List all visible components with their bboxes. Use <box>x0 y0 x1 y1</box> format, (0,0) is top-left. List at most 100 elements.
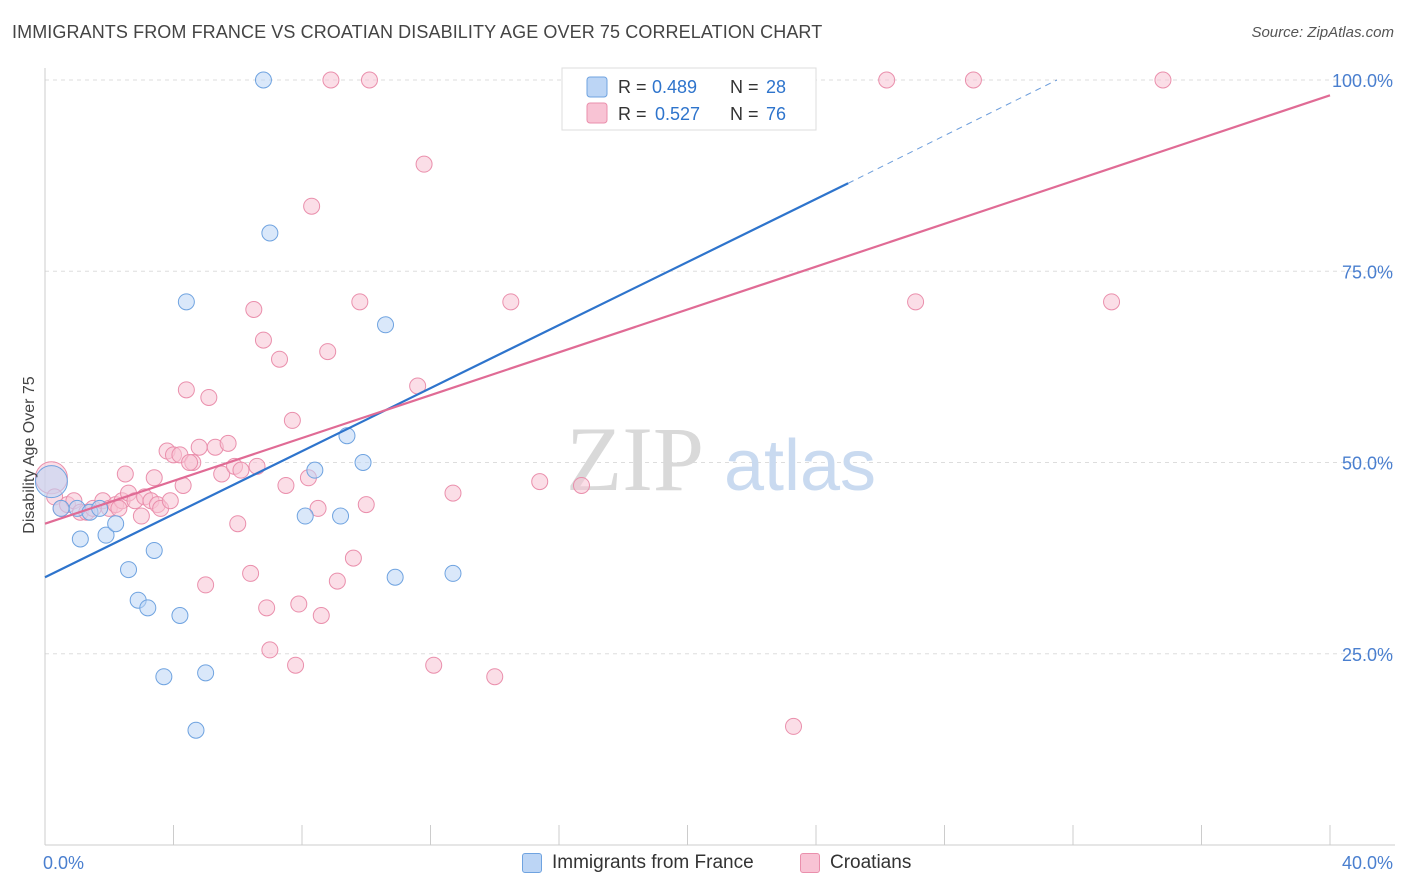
point-croatians-18 <box>145 469 163 487</box>
point-croatians-62 <box>486 668 504 686</box>
point-france-10 <box>139 599 157 617</box>
axes <box>44 68 1395 846</box>
point-croatians-37 <box>245 301 263 318</box>
legend-n-value-france: 28 <box>766 77 786 97</box>
point-france-14 <box>177 293 195 311</box>
legend-r-value-croatians: 0.527 <box>655 104 700 124</box>
point-croatians-65 <box>572 476 590 494</box>
point-france-17 <box>254 71 272 89</box>
point-croatians-75 <box>110 499 128 517</box>
legend-swatch-croatians-bottom <box>800 853 820 873</box>
y-tick-label-2: 75.0% <box>1342 262 1393 282</box>
point-croatians-61 <box>322 71 340 89</box>
legend-swatch-france-bottom <box>522 853 542 873</box>
point-france-16 <box>197 664 215 682</box>
point-france-0 <box>34 465 68 499</box>
point-croatians-58 <box>415 155 433 173</box>
point-croatians-74 <box>181 454 199 471</box>
point-croatians-27 <box>190 438 208 456</box>
point-france-8 <box>120 561 138 579</box>
point-croatians-39 <box>254 331 272 349</box>
point-croatians-43 <box>277 476 295 494</box>
point-croatians-71 <box>1154 71 1172 89</box>
point-croatians-38 <box>248 457 266 475</box>
point-croatians-48 <box>303 197 321 215</box>
legend-n-value-croatians: 76 <box>766 104 786 124</box>
trend-extension-france <box>847 79 1058 184</box>
point-croatians-56 <box>360 71 378 89</box>
point-croatians-41 <box>261 641 279 659</box>
legend-label-croatians: Croatians <box>830 852 912 873</box>
legend-r-value-france: 0.489 <box>652 77 697 97</box>
legend-swatch-croatians <box>586 102 608 124</box>
y-tick-label-0: 25.0% <box>1342 645 1393 665</box>
point-croatians-40 <box>258 599 276 617</box>
point-france-11 <box>145 541 163 559</box>
point-croatians-42 <box>271 350 289 368</box>
point-croatians-64 <box>531 473 549 491</box>
x-tick-label-1: 40.0% <box>1342 853 1393 873</box>
point-croatians-68 <box>907 293 925 311</box>
point-croatians-29 <box>200 388 218 406</box>
point-croatians-73 <box>161 492 179 510</box>
legend-item-croatians: Croatians <box>800 852 911 874</box>
source-label: Source: ZipAtlas.com <box>1251 24 1394 41</box>
legend-n-label-croatians: N = <box>730 104 759 124</box>
data-points <box>34 71 1172 739</box>
legend-bottom: Immigrants from France Croatians <box>0 852 1406 878</box>
y-axis-label: Disability Age Over 75 <box>21 376 38 534</box>
point-croatians-46 <box>290 595 308 613</box>
point-croatians-45 <box>287 656 305 674</box>
legend-r-label-croatians: R = <box>618 104 647 124</box>
point-croatians-55 <box>357 496 375 514</box>
point-france-20 <box>306 461 324 479</box>
trend-line-france <box>44 182 849 579</box>
legend-item-france: Immigrants from France <box>522 852 754 874</box>
point-croatians-44 <box>283 411 301 429</box>
legend-top: R = 0.489 N = 28 R = 0.527 N = 76 <box>561 67 817 131</box>
watermark: ZIP atlas <box>566 408 876 510</box>
point-croatians-34 <box>229 515 247 533</box>
point-france-23 <box>354 454 372 471</box>
chart-title: IMMIGRANTS FROM FRANCE VS CROATIAN DISAB… <box>12 22 823 42</box>
point-croatians-72 <box>1103 293 1121 311</box>
point-france-18 <box>261 224 279 242</box>
point-croatians-31 <box>213 465 231 483</box>
trend-lines <box>44 79 1331 579</box>
point-croatians-63 <box>502 293 520 311</box>
point-croatians-67 <box>785 717 803 735</box>
point-croatians-53 <box>344 549 362 567</box>
point-france-25 <box>386 568 404 586</box>
legend-n-label-france: N = <box>730 77 759 97</box>
point-croatians-49 <box>309 499 327 517</box>
point-croatians-69 <box>878 71 896 89</box>
y-tick-label-3: 100.0% <box>1332 71 1393 91</box>
point-croatians-52 <box>328 572 346 590</box>
point-croatians-50 <box>312 607 330 624</box>
x-tick-label-0: 0.0% <box>43 853 84 873</box>
point-croatians-54 <box>351 293 369 311</box>
legend-r-label-france: R = <box>618 77 647 97</box>
trend-line-croatians <box>44 94 1331 525</box>
point-france-24 <box>377 316 395 334</box>
point-croatians-51 <box>319 343 337 361</box>
point-croatians-12 <box>116 465 134 483</box>
watermark-zip: ZIP <box>566 408 704 510</box>
point-france-5 <box>71 530 89 548</box>
point-france-6 <box>97 526 115 544</box>
point-france-12 <box>155 668 173 686</box>
point-france-21 <box>332 507 350 525</box>
point-croatians-35 <box>232 461 250 479</box>
point-croatians-36 <box>242 564 260 582</box>
point-croatians-28 <box>197 576 215 594</box>
point-croatians-70 <box>964 71 982 89</box>
point-croatians-32 <box>219 434 237 452</box>
point-croatians-25 <box>177 381 195 399</box>
legend-label-france: Immigrants from France <box>552 852 754 873</box>
point-france-1 <box>52 499 70 517</box>
watermark-atlas: atlas <box>724 426 876 506</box>
point-france-7 <box>107 515 125 533</box>
point-france-19 <box>296 507 314 525</box>
point-france-26 <box>444 564 462 582</box>
